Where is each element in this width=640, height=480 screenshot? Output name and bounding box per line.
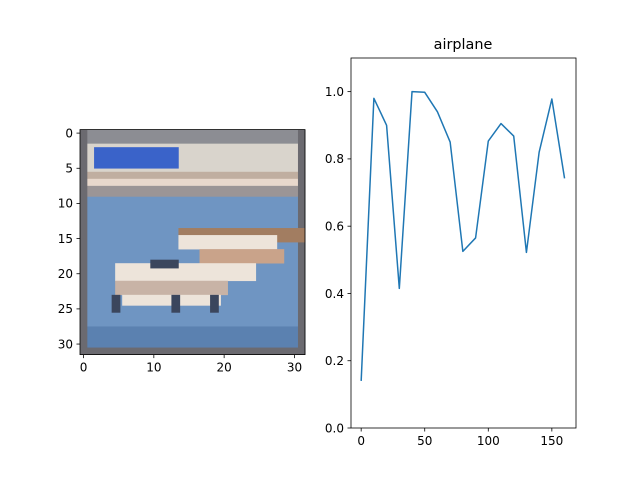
image-x-tick-label: 10 bbox=[146, 361, 161, 375]
image-y-tick-label: 15 bbox=[58, 232, 73, 246]
top-edge-region bbox=[80, 129, 306, 144]
chart-frame bbox=[350, 57, 577, 429]
chart-y-tick-label: 0.8 bbox=[325, 152, 344, 166]
chart-x-tick-label: 50 bbox=[417, 434, 432, 448]
chart-y-tick-label: 1.0 bbox=[325, 85, 344, 99]
chart-title: airplane bbox=[434, 37, 493, 53]
plane-fuselage-lower-region bbox=[115, 280, 228, 296]
chart-y-tick-label: 0.0 bbox=[325, 421, 344, 435]
chart-y-tick-label: 0.4 bbox=[325, 287, 344, 301]
image-y-tick-label: 30 bbox=[58, 337, 73, 351]
chart-x-tick-label: 100 bbox=[477, 434, 500, 448]
image-y-tick-label: 0 bbox=[65, 126, 73, 140]
chart-x-tick-label: 150 bbox=[540, 434, 563, 448]
line-chart-panel: airplane 0 50 100 150 0.0 0.2 0.4 0.6 0.8 1.0 bbox=[325, 37, 577, 448]
image-panel: 0 10 20 30 0 5 10 15 20 25 30 bbox=[58, 126, 306, 375]
chart-y-tick-label: 0.6 bbox=[325, 219, 344, 233]
image-y-tick-label: 20 bbox=[58, 267, 73, 281]
left-border-region bbox=[80, 129, 88, 355]
plane-wing-lower-region bbox=[199, 249, 285, 264]
plane-window-region bbox=[150, 259, 179, 269]
chart-x-axis: 0 50 100 150 bbox=[357, 428, 563, 448]
top-strip-blue-region bbox=[94, 147, 179, 169]
strip-bottom-region bbox=[80, 178, 306, 187]
image-y-tick-label: 5 bbox=[65, 162, 73, 176]
plane-gear-right-region bbox=[210, 294, 219, 313]
image-x-tick-label: 20 bbox=[217, 361, 232, 375]
plane-wing-light-region bbox=[178, 235, 278, 250]
plane-gear-left-region bbox=[111, 294, 121, 313]
image-x-tick-label: 30 bbox=[287, 361, 302, 375]
image-y-tick-label: 25 bbox=[58, 302, 73, 316]
image-panel-frame bbox=[79, 129, 306, 356]
chart-series bbox=[360, 90, 566, 381]
chart-y-tick-label: 0.2 bbox=[325, 354, 344, 368]
series-line bbox=[360, 90, 566, 381]
airplane-thumbnail-image bbox=[80, 129, 306, 355]
plane-fuselage-region bbox=[115, 263, 257, 282]
bottom-border-region bbox=[80, 347, 306, 355]
plane-gear-mid-region bbox=[171, 294, 181, 313]
image-x-tick-label: 0 bbox=[80, 361, 88, 375]
strip-edge-region bbox=[80, 185, 306, 197]
image-y-tick-label: 10 bbox=[58, 197, 73, 211]
image-x-axis: 0 10 20 30 bbox=[80, 354, 302, 375]
image-y-axis: 0 5 10 15 20 25 30 bbox=[58, 126, 80, 351]
strip-shadow-region bbox=[80, 171, 306, 180]
chart-x-tick-label: 0 bbox=[357, 434, 365, 448]
chart-y-axis: 0.0 0.2 0.4 0.6 0.8 1.0 bbox=[325, 85, 351, 435]
